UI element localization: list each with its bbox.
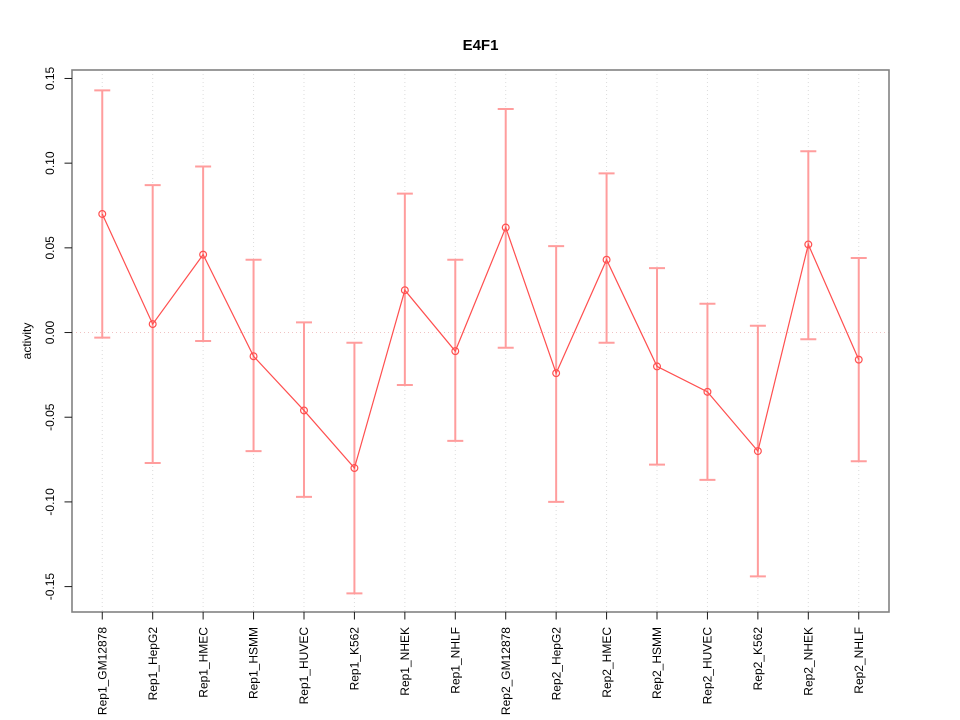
y-tick-label: -0.05 xyxy=(43,403,57,431)
plot-border-box xyxy=(71,69,890,613)
x-tick-label: Rep1_GM12878 xyxy=(95,627,109,715)
axis-layer: -0.15 -0.10 -0.05 0.00 0.05 0.10 0.15 Rep1_GM12… xyxy=(43,66,890,715)
x-tick-label: Rep2_K562 xyxy=(751,627,765,691)
data-point xyxy=(299,406,308,415)
x-tick-label: Rep1_K562 xyxy=(348,627,362,691)
x-tick-label: Rep2_HepG2 xyxy=(549,627,563,701)
x-tick-label: Rep2_NHEK xyxy=(802,627,816,696)
y-tick-label: 0.05 xyxy=(43,236,57,260)
y-tick-label: 0.00 xyxy=(43,321,57,345)
data-point xyxy=(753,447,762,456)
data-point xyxy=(501,223,510,232)
x-tick-label: Rep1_NHLF xyxy=(448,627,462,694)
x-tick-label: Rep2_NHLF xyxy=(852,627,866,694)
y-tick-label: 0.15 xyxy=(43,66,57,90)
y-axis-label: activity xyxy=(20,323,34,360)
x-tick-label: Rep2_HUVEC xyxy=(701,627,715,705)
x-tick-label: Rep2_HMEC xyxy=(600,627,614,698)
x-tick-label: Rep1_HepG2 xyxy=(146,627,160,701)
data-series-layer xyxy=(94,89,867,595)
series-line xyxy=(101,213,860,470)
data-point xyxy=(249,352,258,361)
x-tick-label: Rep1_HUVEC xyxy=(297,627,311,705)
data-point xyxy=(148,320,157,329)
data-point xyxy=(400,286,409,295)
data-point xyxy=(804,240,813,249)
data-point xyxy=(350,464,359,473)
y-tick-label: 0.10 xyxy=(43,151,57,175)
data-point xyxy=(552,369,561,378)
y-tick-label: -0.10 xyxy=(43,488,57,516)
x-tick-label: Rep1_HSMM xyxy=(247,627,261,699)
x-tick-label: Rep1_HMEC xyxy=(196,627,210,698)
x-tick-label: Rep2_GM12878 xyxy=(499,627,513,715)
data-point xyxy=(653,362,662,371)
chart-title: E4F1 xyxy=(463,37,499,54)
x-tick-label: Rep2_HSMM xyxy=(650,627,664,699)
data-point xyxy=(199,250,208,259)
grid-layer xyxy=(72,70,889,612)
data-point xyxy=(854,355,863,364)
data-point xyxy=(602,255,611,264)
data-point xyxy=(451,347,460,356)
data-point xyxy=(98,209,107,218)
y-tick-label: -0.15 xyxy=(43,573,57,601)
x-tick-label: Rep1_NHEK xyxy=(398,627,412,696)
data-point xyxy=(703,387,712,396)
